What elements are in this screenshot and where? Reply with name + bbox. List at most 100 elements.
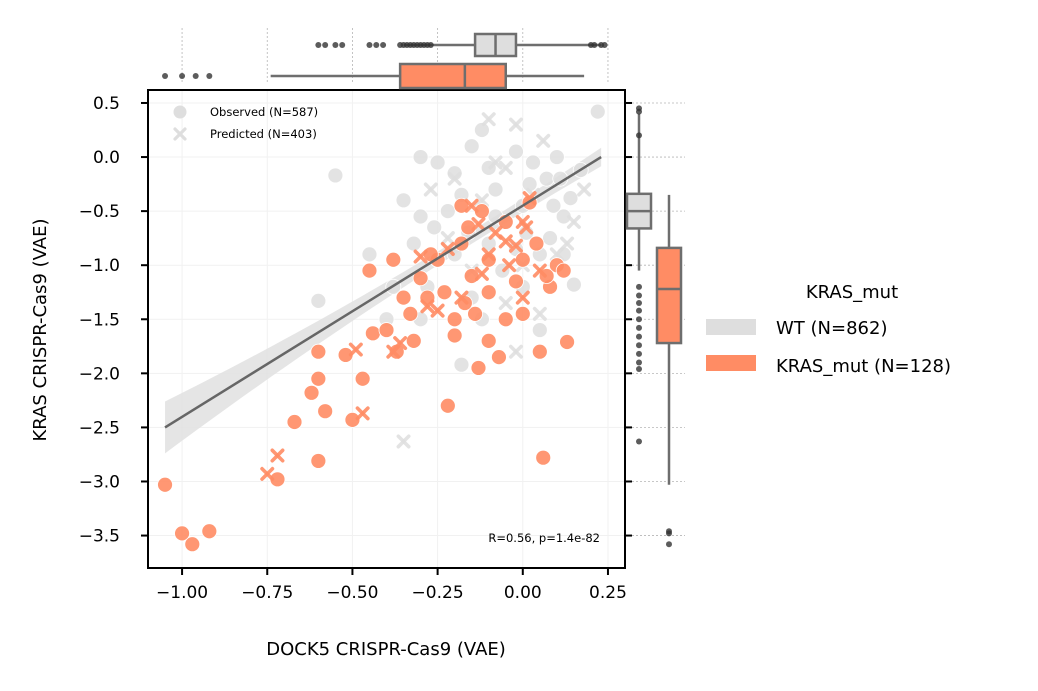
kras-mut-observed-point [535,449,552,466]
y-tick-label: −2.0 [79,364,120,384]
marginal-y-box-kras-mut [655,194,683,548]
outlier-point [179,73,186,79]
kras-mut-observed-point [453,197,470,214]
kras-mut-observed-point [480,332,497,349]
kras-mut-predicted-point [430,303,445,318]
wt-predicted-point [488,155,503,170]
wt-observed-point [439,203,456,220]
outlier-point [636,438,642,445]
marginal-top-grid [181,28,609,84]
wt-observed-point [473,122,490,138]
y-tick-label: −2.5 [79,418,120,438]
x-tick-label: 0.25 [589,583,627,603]
wt-observed-point [589,103,606,120]
outlier-point [636,283,642,290]
kras-mut-observed-point [412,270,429,287]
predicted-legend-label: Predicted (N=403) [210,127,317,141]
main-plot-grid [148,90,625,568]
outlier-point [591,42,598,48]
kras-mut-observed-point [317,403,334,420]
kras-mut-observed-point [157,476,173,493]
kras-mut-predicted-point [413,249,428,264]
legend-label-wt: WT (N=862) [776,318,887,339]
outlier-point [636,108,642,115]
outlier-point [322,42,329,48]
kras-mut-observed-point [395,289,412,306]
y-axis-label: KRAS CRISPR-Cas9 (VAE) [30,218,51,441]
legend-title: KRAS_mut [806,282,898,303]
wt-predicted-point [474,193,489,208]
wt-predicted-point [508,344,523,359]
x-tick-label: −1.00 [156,583,208,603]
kras-mut-predicted-point [270,448,285,463]
outlier-point [206,73,213,79]
wt-observed-point [429,154,446,171]
x-axis-label: DOCK5 CRISPR-Cas9 (VAE) [266,639,506,660]
legend-label-kras-mut: KRAS_mut (N=128) [776,356,951,377]
marker-legend: Observed (N=587) Predicted (N=403) [173,105,318,141]
wt-observed-point [327,167,344,184]
wt-predicted-point [577,182,592,197]
kras-mut-observed-point [184,536,201,553]
legend-swatch-wt [706,319,756,335]
marginal-x-box-kras-mut [162,62,585,90]
kras-mut-predicted-point [474,266,489,281]
observed-legend-label: Observed (N=587) [210,105,318,119]
wt-predicted-point [532,306,547,321]
outlier-point [666,530,672,537]
wt-observed-point [542,230,558,247]
outlier-point [636,366,642,373]
kras-mut-observed-point [514,251,531,268]
kras-mut-predicted-point [260,466,275,481]
outlier-point [366,42,373,48]
x-tick-label: −0.25 [412,583,464,603]
kras-mut-observed-point [436,284,453,301]
wt-observed-point [453,356,470,373]
wt-observed-point [555,208,572,225]
wt-predicted-point [498,296,513,311]
kras-mut-predicted-point [515,290,530,305]
wt-predicted-point [549,247,564,262]
kras-mut-observed-point [559,334,575,350]
kras-mut-observed-point [470,360,487,376]
wt-observed-point [395,192,412,209]
wt-predicted-point [508,117,523,132]
wt-observed-point [525,154,541,171]
outlier-point [162,73,169,79]
y-tick-label: 0.5 [93,94,120,114]
kras-mut-predicted-point [355,406,370,421]
kras-mut-predicted-point [348,342,363,357]
wt-observed-point [508,143,524,160]
kras-mut-predicted-point [488,225,503,240]
kras-mut-observed-point [310,370,327,387]
scatter-points [157,103,606,553]
plot-frame [147,89,626,569]
box [655,246,683,345]
kras-mut-observed-point [286,414,303,430]
kras-mut-observed-point [354,370,371,387]
wt-observed-point [548,149,565,165]
predicted-marker-swatch [173,127,187,141]
kras-mut-predicted-point [393,336,408,351]
y-tick-label: −1.0 [79,256,120,276]
kras-mut-predicted-point [522,191,537,206]
legend-swatch-kras-mut [706,355,756,371]
x-tick-label: −0.50 [326,583,378,603]
kras-mut-observed-point [491,349,507,366]
wt-predicted-point [498,160,513,175]
kras-mut-predicted-point [420,299,435,314]
kras-mut-observed-point [514,305,531,322]
kras-mut-observed-point [385,251,402,268]
kras-mut-predicted-point [502,258,517,273]
kras-mut-observed-point [344,411,361,428]
color-legend: KRAS_mut WT (N=862) KRAS_mut (N=128) [706,282,951,377]
wt-observed-point [531,322,548,338]
wt-observed-point [310,292,327,309]
outlier-point [315,42,322,48]
wt-observed-point [463,138,480,155]
kras-mut-observed-point [361,262,378,279]
kras-mut-observed-point [480,284,497,301]
kras-mut-observed-point [497,311,514,328]
